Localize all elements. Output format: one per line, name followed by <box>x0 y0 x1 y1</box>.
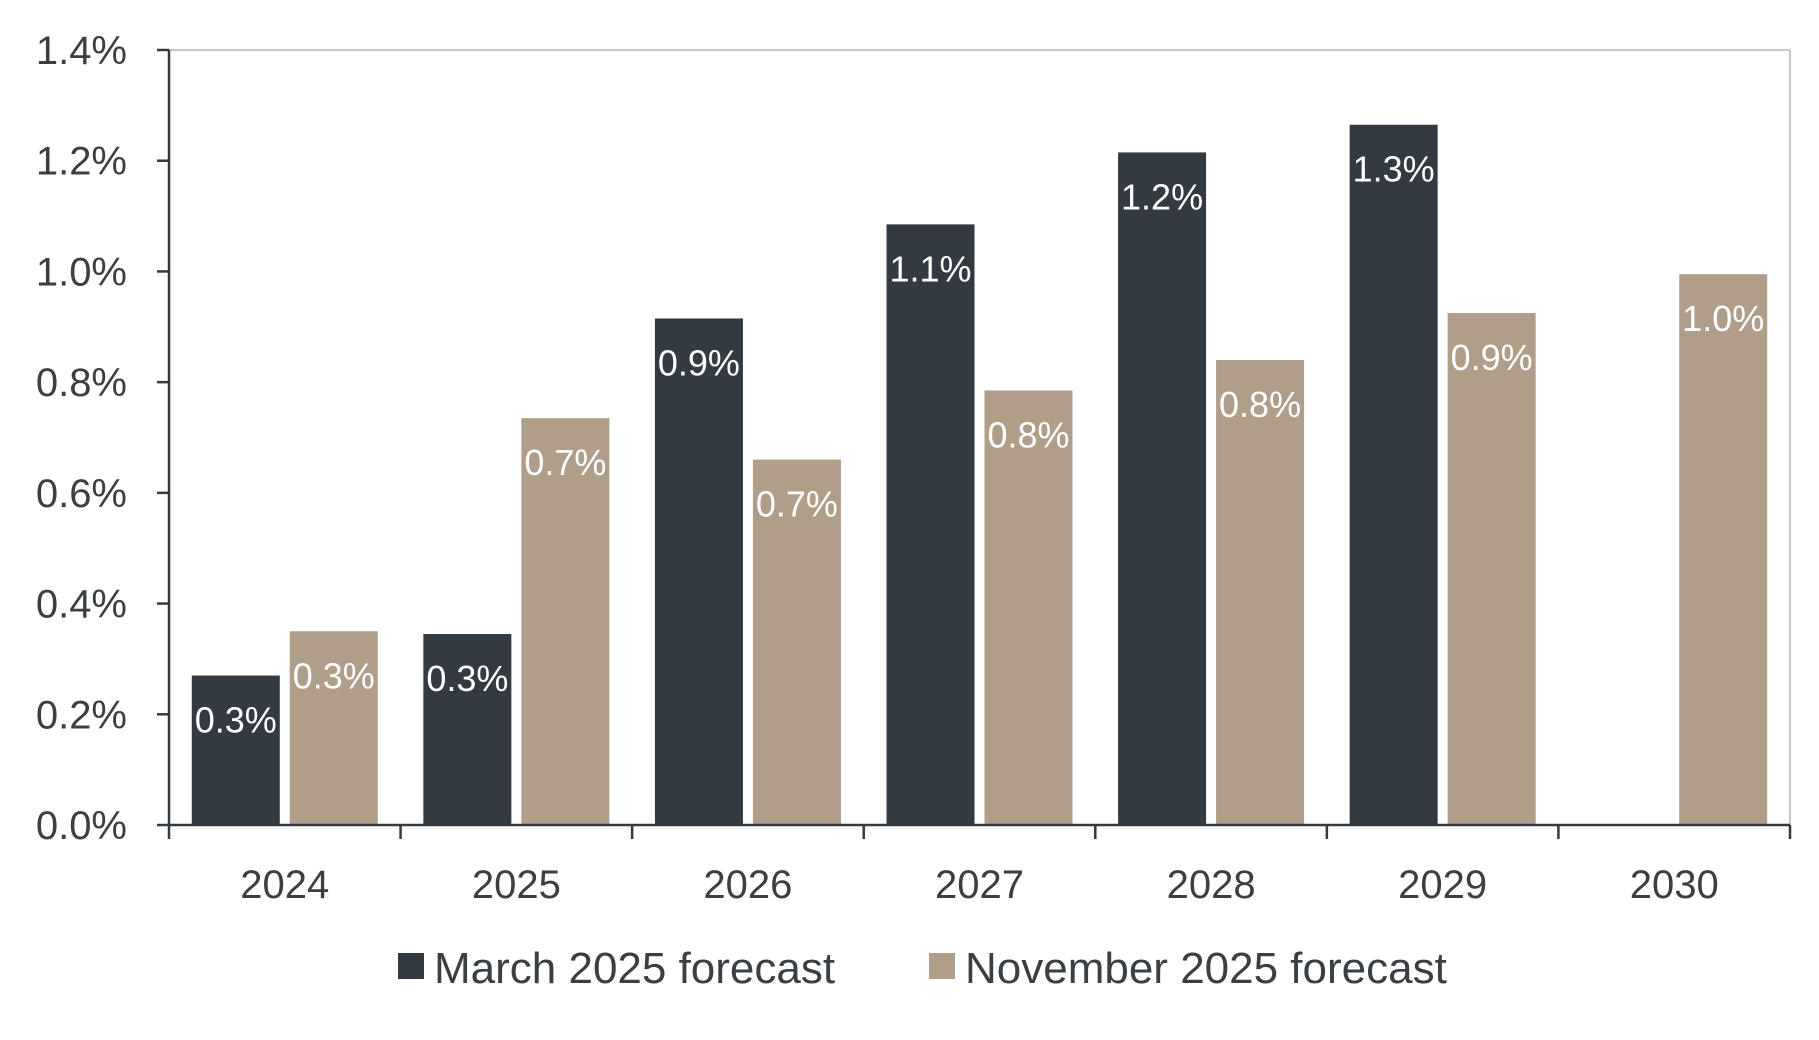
x-tick-label: 2025 <box>472 863 561 907</box>
data-label: 1.3% <box>1353 149 1435 190</box>
y-tick-label: 0.4% <box>36 583 127 627</box>
bar-march-2029 <box>1349 124 1438 826</box>
y-tick-label: 0.6% <box>36 472 127 516</box>
bar-november-2024 <box>289 631 378 825</box>
bar-november-2029 <box>1447 312 1536 826</box>
x-tick-label: 2028 <box>1167 863 1256 907</box>
bar-march-2027 <box>886 224 975 825</box>
data-label: 0.9% <box>1451 337 1533 378</box>
data-label: 0.3% <box>293 655 375 696</box>
bar-november-2027 <box>984 390 1073 825</box>
data-label: 0.9% <box>658 342 740 383</box>
data-label: 0.3% <box>426 658 508 699</box>
y-tick-label: 1.2% <box>36 140 127 184</box>
bar-november-2028 <box>1216 360 1305 825</box>
y-tick-label: 1.0% <box>36 250 127 294</box>
x-axis: 2024 2025 2026 2027 2028 2029 2030 <box>167 823 1792 907</box>
data-label: 0.3% <box>195 700 277 741</box>
legend-label: November 2025 forecast <box>965 944 1447 993</box>
y-tick-label: 0.2% <box>36 693 127 737</box>
legend: March 2025 forecast November 2025 forecas… <box>398 944 1447 993</box>
bar-november-2026 <box>752 459 841 825</box>
x-tick-label: 2026 <box>703 863 792 907</box>
legend-swatch <box>929 953 955 979</box>
data-label: 0.8% <box>987 414 1069 455</box>
bar-march-2024 <box>191 675 280 825</box>
bar-march-2026 <box>654 318 743 825</box>
x-tick-label: 2024 <box>240 863 329 907</box>
data-label: 0.7% <box>524 442 606 483</box>
data-label: 0.7% <box>756 484 838 525</box>
bar-november-2025 <box>521 418 610 825</box>
bar-november-2030 <box>1679 274 1768 826</box>
data-label: 0.8% <box>1219 384 1301 425</box>
data-label: 1.2% <box>1121 176 1203 217</box>
y-axis: 0.0% 0.2% 0.4% 0.6% 0.8% 1.0% 1.2% 1.4% <box>36 29 1791 848</box>
x-tick-label: 2030 <box>1630 863 1719 907</box>
y-tick-label: 0.0% <box>36 804 127 848</box>
legend-swatch <box>398 953 424 979</box>
data-label: 1.0% <box>1682 298 1764 339</box>
bar-march-2028 <box>1118 152 1207 826</box>
bars: 0.3% 0.3% 0.3% 0.7% 0.9% 0.7% 1.1% 0.8% 1.2% 0.8%… <box>191 124 1768 826</box>
x-tick-label: 2027 <box>935 863 1024 907</box>
x-tick-label: 2029 <box>1398 863 1487 907</box>
bar-march-2025 <box>423 634 512 825</box>
legend-label: March 2025 forecast <box>434 944 835 993</box>
y-tick-label: 0.8% <box>36 361 127 405</box>
y-tick-label: 1.4% <box>36 29 127 73</box>
data-label: 1.1% <box>889 248 971 289</box>
